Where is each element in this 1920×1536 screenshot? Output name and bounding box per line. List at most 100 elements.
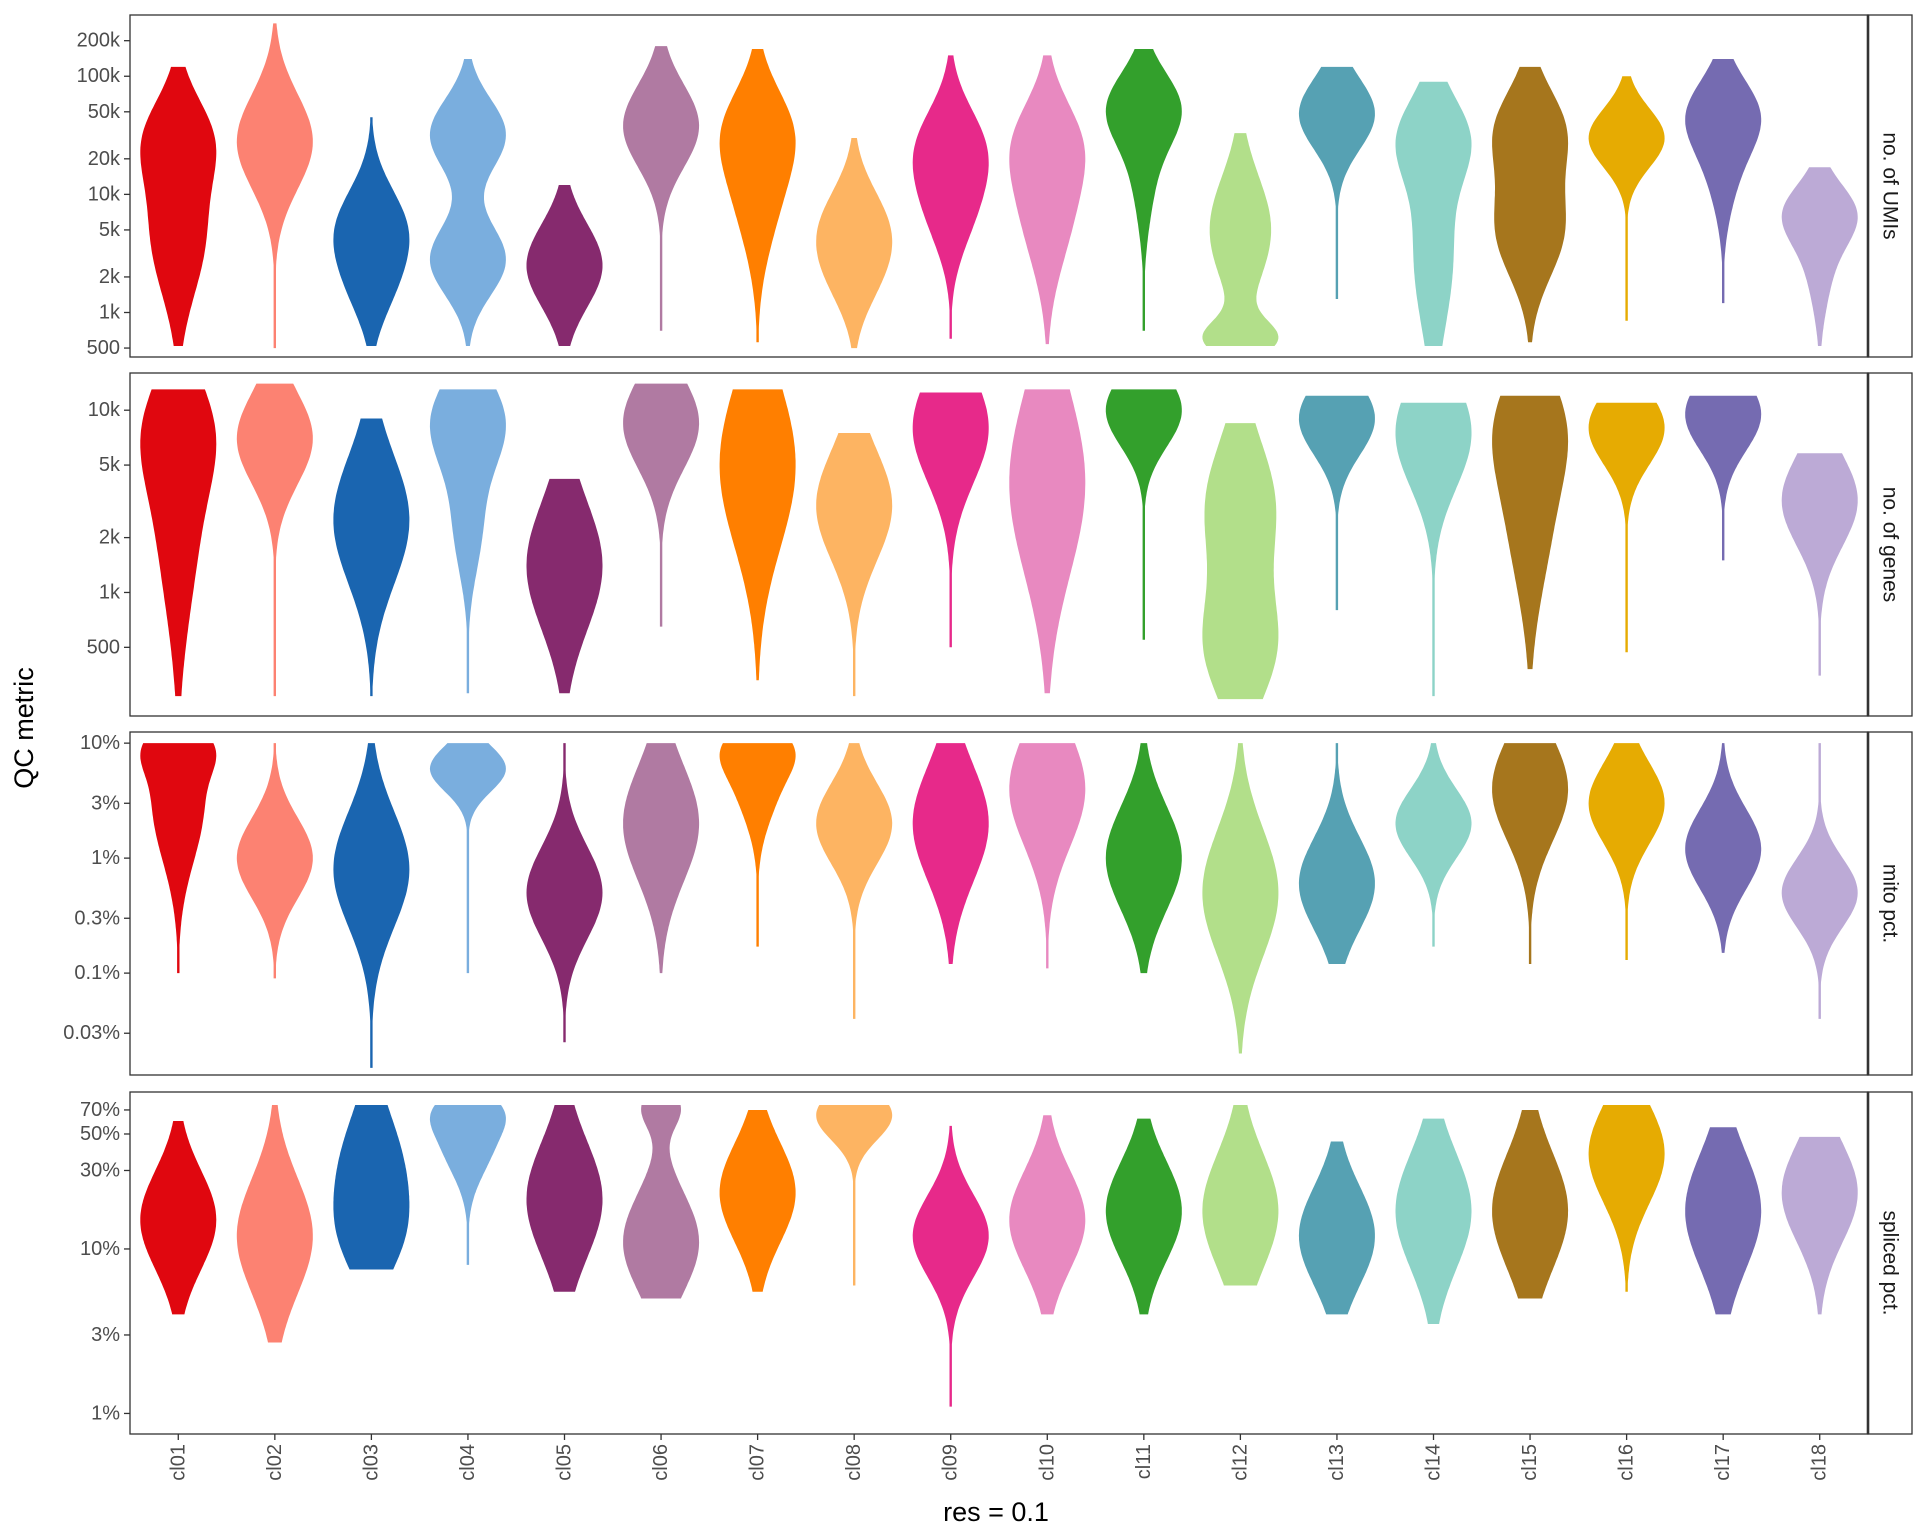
violin-cl04 [429, 1105, 506, 1265]
violin-cl07 [719, 743, 796, 947]
violin-cl13 [1298, 1141, 1375, 1315]
violin-cl12 [1202, 743, 1279, 1054]
y-tick-label: 2k [99, 266, 121, 288]
violin-cl03 [333, 418, 410, 697]
violin-cl17 [1685, 743, 1762, 953]
x-tick-label: cl11 [1133, 1444, 1155, 1479]
violin-cl09 [912, 743, 989, 964]
violin-cl13 [1298, 66, 1375, 300]
violin-cl11 [1105, 389, 1182, 640]
x-tick-label: cl13 [1326, 1444, 1348, 1481]
violin-cl06 [623, 383, 700, 627]
x-tick-label: cl18 [1809, 1444, 1831, 1481]
x-tick-label: cl06 [650, 1444, 672, 1481]
y-tick-label: 10k [88, 399, 121, 421]
x-axis-title: res = 0.1 [943, 1497, 1049, 1527]
y-tick-label: 10% [80, 732, 120, 754]
violin-cl04 [429, 743, 506, 974]
violin-cl06 [623, 46, 700, 331]
y-tick-label: 0.3% [74, 907, 120, 929]
panel-strip [1867, 372, 1913, 717]
y-tick-label: 3% [91, 792, 120, 814]
panel-border [129, 1091, 1869, 1435]
x-tick-label: cl12 [1229, 1444, 1251, 1481]
violin-cl16 [1588, 402, 1665, 653]
violin-cl14 [1395, 81, 1472, 346]
strip-label: no. of genes [1879, 487, 1902, 603]
strip-label: mito pct. [1879, 864, 1902, 943]
violin-cl04 [429, 59, 506, 346]
y-tick-label: 30% [80, 1159, 120, 1181]
violin-cl03 [333, 743, 410, 1068]
x-tick-label: cl14 [1423, 1444, 1445, 1481]
panel-strip [1867, 1091, 1913, 1435]
violin-cl17 [1685, 1127, 1762, 1315]
violin-cl18 [1781, 1136, 1858, 1315]
violin-cl08 [816, 1105, 893, 1286]
violin-cl05 [526, 478, 603, 694]
violin-cl16 [1588, 1105, 1665, 1292]
violin-cl14 [1395, 1118, 1472, 1324]
y-axis-title: QC metric [9, 667, 39, 789]
x-tick-label: cl15 [1519, 1444, 1541, 1481]
y-tick-label: 10% [80, 1238, 120, 1260]
violin-cl12 [1202, 423, 1279, 700]
violin-cl07 [719, 1110, 796, 1292]
y-tick-label: 50k [88, 101, 121, 123]
y-tick-label: 200k [77, 30, 121, 52]
violin-cl09 [912, 1125, 989, 1407]
y-tick-label: 3% [91, 1324, 120, 1346]
violin-cl10 [1009, 55, 1086, 345]
x-tick-label: cl07 [747, 1444, 769, 1481]
violin-cl04 [429, 389, 506, 694]
panel-border [129, 731, 1869, 1076]
y-tick-label: 5k [99, 219, 121, 241]
y-tick-label: 1% [91, 1402, 120, 1424]
y-tick-label: 100k [77, 65, 121, 87]
x-tick-label: cl02 [264, 1444, 286, 1481]
x-tick-label: cl03 [360, 1444, 382, 1481]
y-tick-label: 1k [99, 581, 121, 603]
violin-cl16 [1588, 76, 1665, 321]
violin-cl01 [140, 743, 217, 974]
violin-cl12 [1202, 1105, 1279, 1286]
y-tick-label: 0.1% [74, 962, 120, 984]
x-tick-label: cl08 [843, 1444, 865, 1481]
x-tick-label: cl16 [1616, 1444, 1638, 1481]
violin-cl06 [623, 743, 700, 974]
violin-cl16 [1588, 743, 1665, 960]
strip-label: spliced pct. [1879, 1210, 1902, 1315]
violin-cl10 [1009, 1115, 1086, 1315]
violin-cl13 [1298, 743, 1375, 964]
violin-cl03 [333, 117, 410, 346]
y-tick-label: 500 [87, 337, 120, 359]
violin-cl17 [1685, 395, 1762, 561]
violin-cl05 [526, 743, 603, 1043]
y-tick-label: 20k [88, 148, 121, 170]
panel-border [129, 14, 1869, 358]
y-tick-label: 10k [88, 183, 121, 205]
y-tick-label: 2k [99, 527, 121, 549]
panel-strip [1867, 14, 1913, 358]
violin-cl11 [1105, 1118, 1182, 1315]
violin-cl09 [912, 392, 989, 648]
violin-cl15 [1492, 66, 1569, 343]
panel-strip [1867, 731, 1913, 1076]
y-tick-label: 0.03% [63, 1022, 120, 1044]
violin-cl11 [1105, 743, 1182, 974]
violin-cl08 [816, 743, 893, 1019]
violin-cl01 [140, 66, 217, 347]
violin-cl07 [719, 389, 796, 681]
violin-cl02 [236, 1105, 313, 1343]
violin-cl15 [1492, 395, 1569, 670]
violin-cl08 [816, 433, 893, 697]
x-tick-label: cl04 [457, 1444, 479, 1481]
violin-cl12 [1202, 133, 1279, 346]
y-tick-label: 1% [91, 847, 120, 869]
violin-cl07 [719, 49, 796, 343]
violin-cl14 [1395, 402, 1472, 697]
violin-cl18 [1781, 453, 1858, 676]
violin-cl08 [816, 138, 893, 349]
violin-cl02 [236, 383, 313, 697]
